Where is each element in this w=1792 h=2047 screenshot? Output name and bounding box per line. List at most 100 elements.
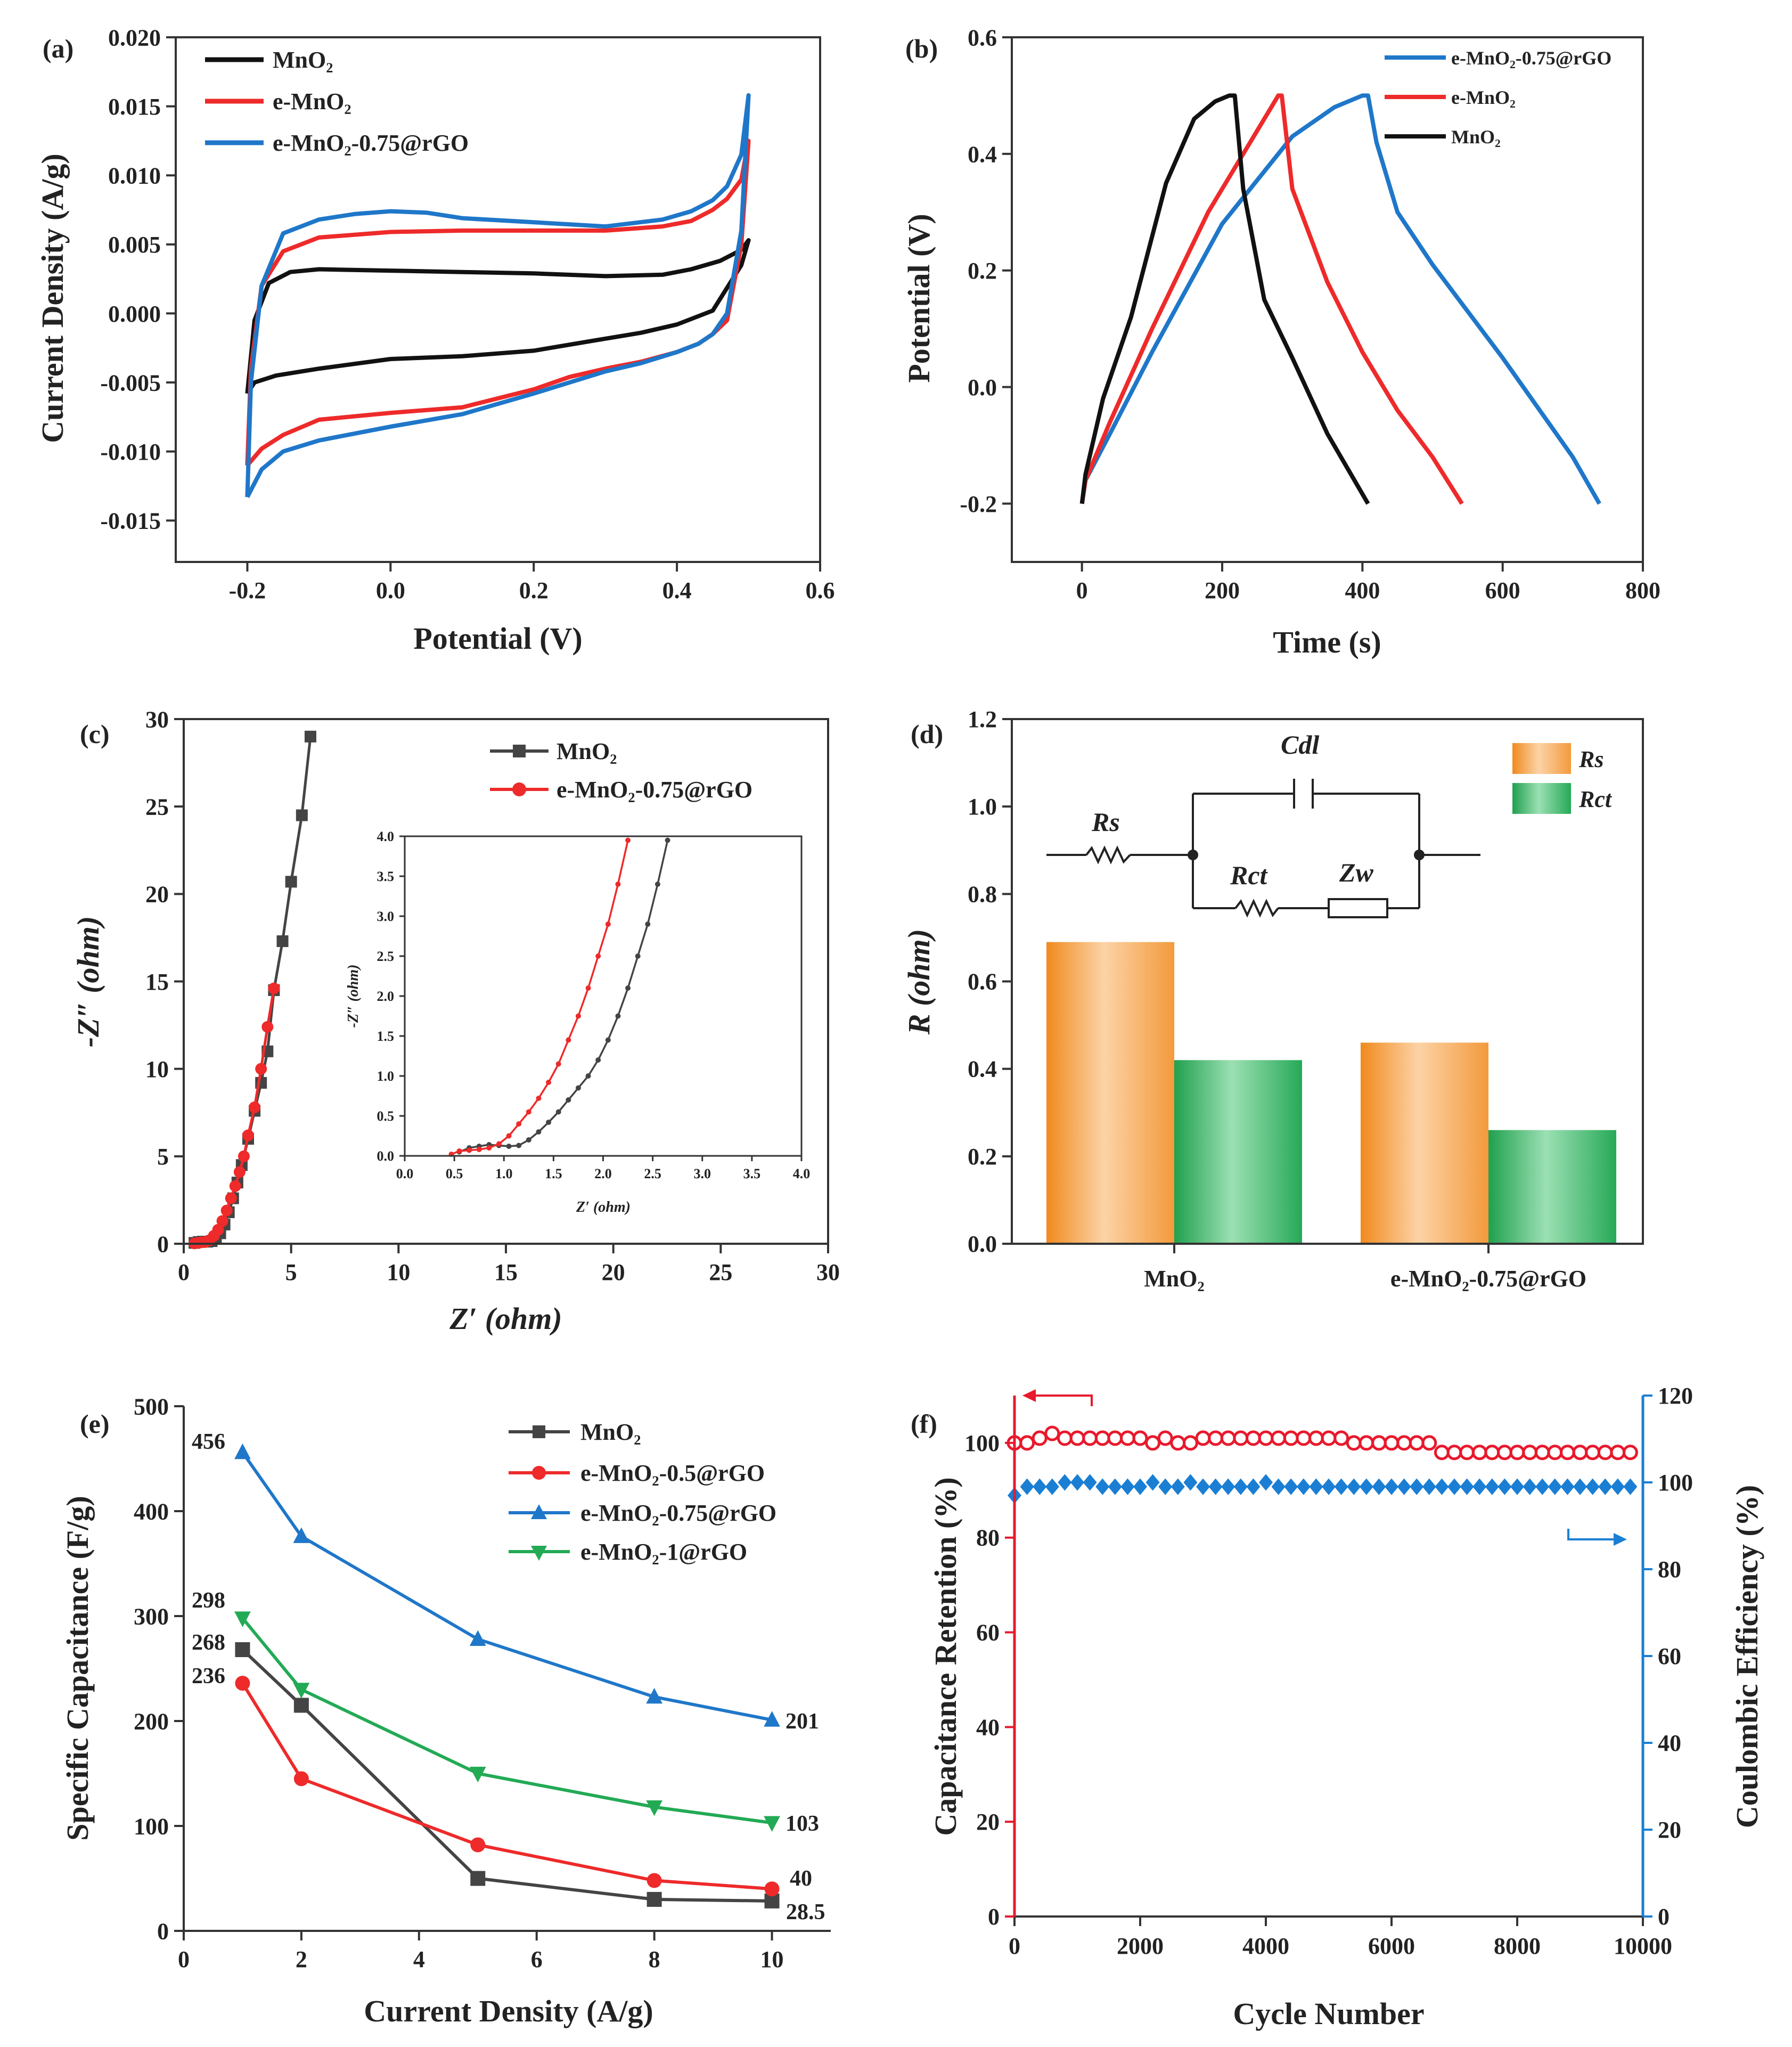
x-tick-label: 1.5 (545, 1166, 562, 1181)
inset-point-e-mno-0-75-rgo (536, 1096, 542, 1101)
inset-point-mno (654, 882, 660, 887)
legend-swatch-rct (1512, 783, 1571, 814)
panel-f-axes (1013, 1396, 1644, 1918)
panel-c-inset-ylabel: -Z″ (ohm) (345, 965, 362, 1028)
panel-d-marks (1046, 942, 1616, 1244)
y-tick-label-left: 80 (976, 1525, 1000, 1551)
nyquist-point-e-mno-0-75-rgo (261, 1021, 274, 1033)
cycle-point-coulombic-efficiency (1385, 1478, 1398, 1495)
inset-point-e-mno-0-75-rgo (555, 1061, 561, 1067)
equivalent-circuit-diagram (1046, 779, 1480, 918)
panel-d-ylabel: R (ohm) (902, 929, 936, 1035)
y-tick-label: 5 (157, 1144, 169, 1170)
cycle-point-coulombic-efficiency (1070, 1474, 1084, 1491)
panel-f-ticks: 0 2000 4000 6000 8000 10000 0 20 40 60 80 100 0 20 40 6… (964, 1383, 1693, 1959)
y-tick-label: 1.5 (377, 1029, 395, 1044)
x-tick-label: -0.2 (229, 577, 266, 604)
annotation-236: 236 (192, 1664, 225, 1689)
cycle-point-capacitance-retention (1547, 1445, 1563, 1461)
cycle-point-capacitance-retention (1610, 1445, 1626, 1461)
panel-c-marks (189, 730, 316, 1250)
panel-a-ticks: -0.2 0.0 0.2 0.4 0.6 -0.015 -0.010 -0.005 0.000 0… (100, 25, 834, 604)
x-tick-label: 15 (494, 1259, 518, 1285)
y-tick-label: 0.005 (108, 232, 161, 258)
arrow-to-right-axis (1567, 1529, 1619, 1540)
y-tick-label: 0.020 (108, 25, 161, 51)
gcd-curve-e-mno (1079, 93, 1464, 505)
y-tick-label: 0.6 (968, 969, 997, 995)
cycle-point-capacitance-retention (1597, 1445, 1613, 1461)
rate-point-e-mno-0-75-rgo (646, 1687, 663, 1704)
cycle-point-coulombic-efficiency (1372, 1478, 1386, 1495)
inset-point-e-mno-0-75-rgo (506, 1133, 512, 1139)
cycle-point-coulombic-efficiency (1309, 1478, 1323, 1495)
cycle-point-capacitance-retention (1471, 1445, 1487, 1461)
inset-point-e-mno-0-75-rgo (486, 1145, 492, 1151)
panel-e-ylabel: Specific Capacitance (F/g) (60, 1496, 95, 1841)
inset-point-e-mno-0-75-rgo (456, 1148, 462, 1154)
y-tick-label: 0.0 (968, 1231, 997, 1257)
panel-c-inset: 0.0 0.5 1.0 1.5 2.0 2.5 3.0 3.5 4.0 0.0 0.5 1.0 1.5 2… (345, 829, 810, 1216)
panel-b-label: (b) (905, 34, 938, 63)
x-tick-label: 25 (709, 1259, 732, 1285)
y-tick-label: 100 (134, 1813, 169, 1839)
panel-d-label: (d) (911, 719, 943, 749)
panel-e-label: (e) (80, 1409, 110, 1439)
arrow-to-left-axis (1030, 1394, 1093, 1406)
x-tick-label: 4 (413, 1946, 425, 1972)
panel-d: (d) 0.0 0.2 0.4 0.6 0.8 1.0 1.2 MnO₂ e-MnO₂-0.75… (902, 706, 1644, 1292)
inset-point-mno (546, 1120, 552, 1125)
x-tick-label: 10 (387, 1259, 410, 1285)
cycle-point-capacitance-retention (1359, 1435, 1374, 1451)
panel-a-frame (175, 36, 821, 563)
y-tick-label: 500 (134, 1393, 169, 1420)
y-tick-label: 1.0 (968, 794, 997, 820)
cycle-point-coulombic-efficiency (1145, 1474, 1160, 1491)
cycle-point-coulombic-efficiency (1221, 1478, 1235, 1495)
cycle-point-capacitance-retention (1271, 1430, 1287, 1446)
legend-label-e-075: e-MnO₂-0.75@rGO (580, 1500, 776, 1526)
x-tick-label: 10000 (1614, 1933, 1672, 1959)
cycle-point-coulombic-efficiency (1171, 1478, 1185, 1495)
rate-point-e-mno-0-5-rgo (470, 1837, 486, 1853)
panel-c-xlabel: Z′ (ohm) (449, 1301, 562, 1336)
panel-b: (b) 0 200 400 600 800 -0.2 0.0 0.2 0.4 0.6 Time (… (902, 25, 1660, 659)
y-tick-label-left: 0 (988, 1904, 1000, 1930)
inset-point-e-mno-0-75-rgo (566, 1037, 571, 1043)
nyquist-point-e-mno-0-75-rgo (225, 1192, 237, 1204)
cycle-point-capacitance-retention (1585, 1445, 1601, 1461)
cycle-point-coulombic-efficiency (1548, 1478, 1562, 1495)
y-tick-label: 0.4 (968, 141, 997, 167)
rate-point-e-mno-1-rgo (764, 1816, 780, 1832)
y-tick-label: 0.2 (968, 258, 997, 284)
x-tick-label: 2.5 (644, 1166, 661, 1181)
panel-b-legend: e-MnO₂-0.75@rGO e-MnO₂ MnO₂ (1385, 47, 1611, 148)
cycle-point-coulombic-efficiency (1133, 1478, 1147, 1495)
cycle-point-coulombic-efficiency (1435, 1478, 1449, 1495)
nyquist-point-e-mno-0-75-rgo (238, 1150, 250, 1162)
cycle-point-coulombic-efficiency (1183, 1474, 1198, 1491)
legend-label-b-e-mno2: e-MnO₂ (1451, 87, 1516, 108)
inset-point-mno (506, 1144, 512, 1149)
inset-point-e-mno-0-75-rgo (575, 1013, 581, 1019)
gcd-curve-mno (1079, 93, 1370, 505)
circuit-label-rs: Rs (1091, 807, 1120, 837)
cycle-point-coulombic-efficiency (1208, 1478, 1223, 1495)
rate-point-e-mno-0-75-rgo (293, 1527, 310, 1543)
rate-line-e-mno-0-5-rgo (241, 1682, 772, 1891)
cycle-point-coulombic-efficiency (1573, 1478, 1587, 1495)
cycle-point-capacitance-retention (1082, 1430, 1098, 1446)
panel-a-legend: MnO₂ e-MnO₂ e-MnO₂-0.75@rGO (205, 47, 469, 156)
panel-f-label: (f) (911, 1409, 937, 1439)
y-tick-label: -0.005 (100, 370, 161, 396)
legend-label-c-mno2: MnO₂ (557, 738, 617, 764)
cycle-point-capacitance-retention (1245, 1430, 1261, 1446)
inset-point-e-mno-0-75-rgo (615, 882, 621, 887)
cycle-point-capacitance-retention (1258, 1430, 1274, 1446)
cycle-point-coulombic-efficiency (1460, 1478, 1474, 1495)
bar-rct-e-mno-0-75-rgo (1488, 1130, 1616, 1244)
inset-point-e-mno-0-75-rgo (476, 1147, 482, 1152)
cycle-point-coulombic-efficiency (1259, 1474, 1273, 1491)
legend-swatch-rs (1512, 743, 1571, 774)
